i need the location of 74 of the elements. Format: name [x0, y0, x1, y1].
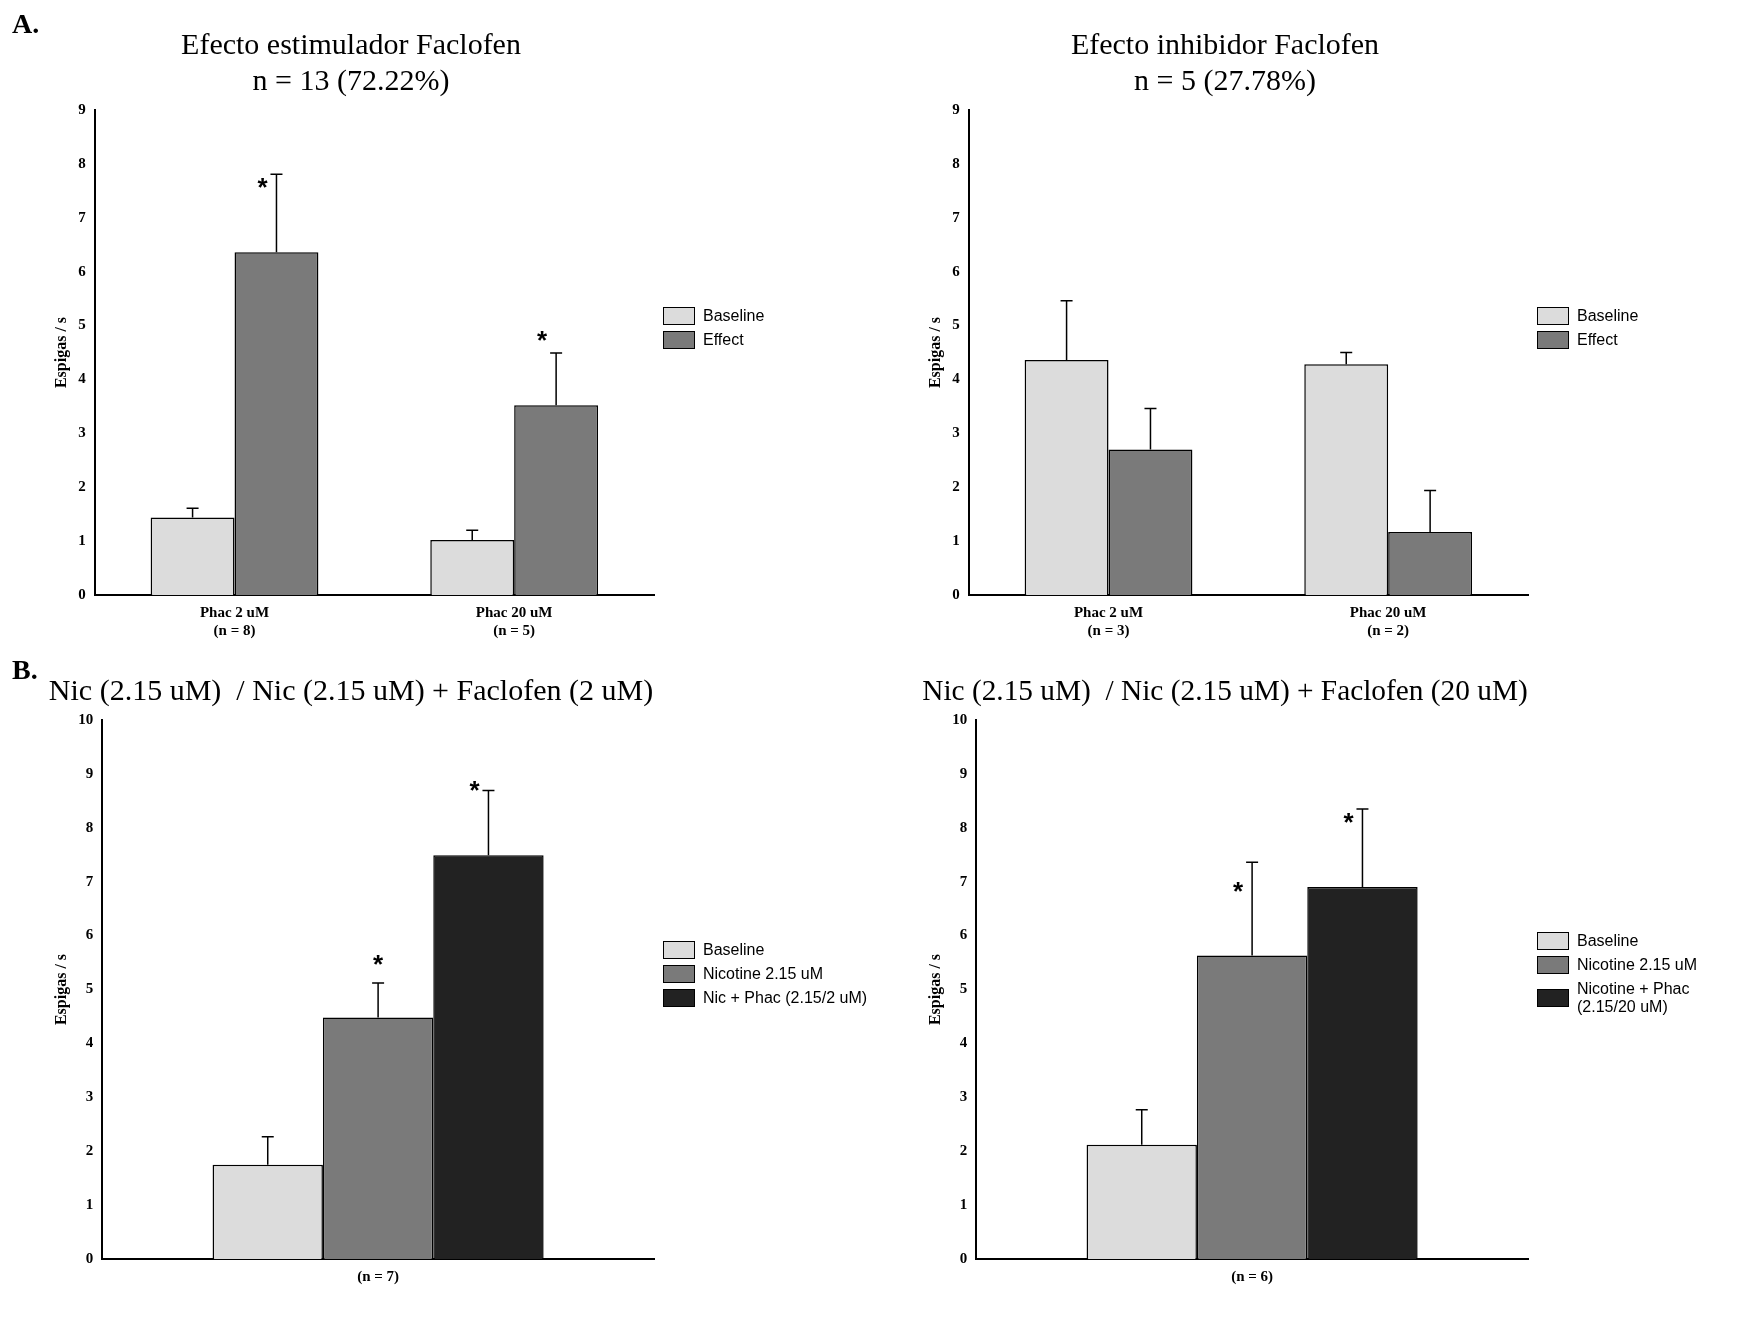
y-tick-label: 8 [85, 818, 94, 835]
y-tick-label: 3 [85, 1088, 94, 1105]
y-tick-label: 3 [959, 1088, 968, 1105]
y-tick-label: 4 [952, 370, 961, 387]
x-tick-label: (n = 7) [357, 1267, 400, 1285]
y-tick-label: 0 [952, 585, 960, 602]
y-tick-label: 8 [78, 154, 86, 171]
y-tick-label: 10 [78, 710, 94, 727]
y-tick-label: 7 [959, 872, 968, 889]
y-tick-label: 3 [952, 424, 960, 441]
text: B. [12, 654, 38, 686]
y-tick-label: 9 [78, 100, 86, 117]
y-tick-label: 6 [959, 926, 968, 943]
y-axis-title: Espigas / s [925, 316, 944, 389]
y-tick-label: 4 [78, 370, 87, 387]
legend-label: Nicotine 2.15 uM [703, 965, 824, 983]
y-tick-label: 5 [85, 980, 94, 997]
legend-label: Effect [703, 331, 744, 349]
legend-label: Nicotine 2.15 uM [1577, 956, 1698, 974]
y-axis-title: Espigas / s [51, 953, 70, 1026]
y-tick-label: 7 [85, 872, 94, 889]
data-label: * [373, 949, 385, 980]
data-label: * [1233, 875, 1245, 906]
legend-label: Baseline [1577, 932, 1639, 950]
y-tick-label: 3 [78, 424, 86, 441]
y-tick-label: 8 [952, 154, 960, 171]
y-axis-title: Espigas / s [51, 316, 70, 389]
data-label: * [257, 172, 269, 203]
x-tick-label: Phac 2 uM (n = 8) [199, 603, 270, 639]
legend-label: Baseline [1577, 307, 1639, 325]
y-tick-label: 1 [78, 531, 86, 548]
y-tick-label: 6 [78, 262, 87, 279]
legend-label: Baseline [703, 307, 765, 325]
y-tick-label: 1 [85, 1195, 94, 1212]
y-tick-label: 9 [85, 764, 94, 781]
y-tick-label: 5 [78, 316, 86, 333]
y-tick-label: 4 [85, 1034, 94, 1051]
y-tick-label: 6 [85, 926, 94, 943]
y-tick-label: 1 [952, 531, 960, 548]
y-tick-label: 2 [952, 478, 960, 495]
y-tick-label: 6 [952, 262, 961, 279]
y-tick-label: 9 [959, 764, 968, 781]
legend-label: Effect [1577, 331, 1618, 349]
y-tick-label: 0 [78, 585, 86, 602]
y-tick-label: 2 [78, 478, 86, 495]
y-tick-label: 10 [952, 710, 968, 727]
data-label: * [469, 775, 481, 806]
y-tick-label: 7 [952, 208, 961, 225]
chart-title: Nic (2.15 uM) / Nic (2.15 uM) + Faclofen (20 uM) [922, 673, 1528, 707]
chart-title: Nic (2.15 uM) / Nic (2.15 uM) + Faclofen (2 uM) [48, 672, 654, 707]
chart-title: Efecto inhibidor Faclofen n = 5 (27.78%) [1070, 26, 1380, 97]
x-tick-label: Phac 20 uM (n = 2) [1349, 603, 1427, 639]
y-tick-label: 0 [959, 1249, 968, 1266]
x-tick-label: (n = 6) [1231, 1267, 1274, 1285]
y-tick-label: 5 [952, 316, 960, 333]
text: A. [12, 8, 40, 40]
y-axis-title: Espigas / s [925, 953, 944, 1026]
legend-label: Baseline [703, 941, 765, 959]
chart-title: Efecto estimulador Faclofen n = 13 (72.22%) [181, 26, 521, 97]
y-tick-label: 0 [85, 1249, 94, 1266]
y-tick-label: 4 [959, 1034, 968, 1051]
y-tick-label: 9 [952, 100, 960, 117]
y-tick-label: 1 [959, 1195, 968, 1212]
data-label: * [1343, 807, 1355, 838]
y-tick-label: 8 [959, 818, 968, 835]
legend-label: Nicotine + Phac (2.15/20 uM) [1577, 980, 1691, 1016]
y-tick-label: 2 [959, 1142, 968, 1159]
legend-label: Nic + Phac (2.15/2 uM) [703, 989, 868, 1007]
y-tick-label: 2 [85, 1142, 94, 1159]
x-tick-label: Phac 20 uM (n = 5) [475, 603, 553, 639]
x-tick-label: Phac 2 uM (n = 3) [1073, 603, 1144, 639]
y-tick-label: 7 [78, 208, 87, 225]
data-label: * [537, 325, 549, 356]
y-tick-label: 5 [959, 980, 968, 997]
